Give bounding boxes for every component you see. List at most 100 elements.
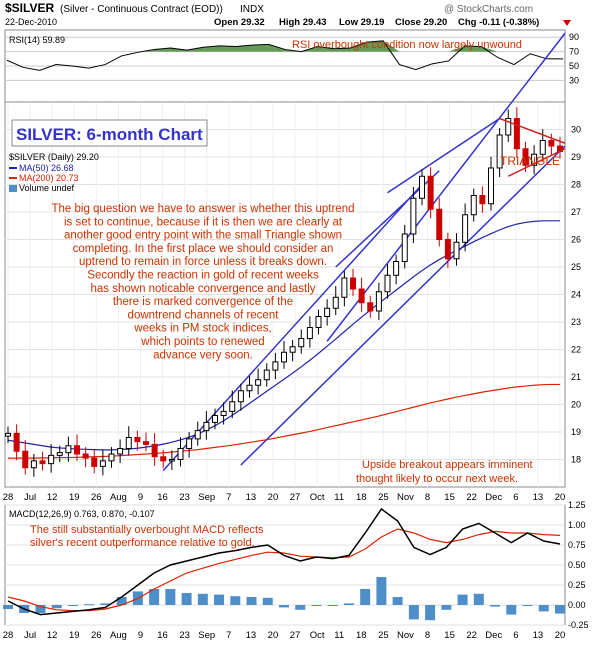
price-x-tick-label: 7 (226, 492, 231, 503)
price-tick-label: 18 (571, 455, 581, 465)
candle-body (436, 208, 443, 240)
macd-histogram-bar (262, 597, 273, 605)
main-annotation-line: is set to continue, because if it is the… (64, 216, 343, 228)
main-annotation-line: which points to renewed (140, 336, 264, 348)
price-x-tick-label: 19 (69, 492, 80, 503)
low-value: Low 29.19 (339, 17, 384, 28)
symbol-description: (Silver - Continuous Contract (EOD)) (60, 4, 223, 15)
macd-histogram-bar (246, 597, 257, 605)
date-label: 22-Dec-2010 (5, 17, 57, 27)
candle-body (410, 197, 417, 235)
macd-tick-label: 0.00 (568, 600, 586, 610)
candle-body (39, 460, 46, 465)
candle-body (117, 448, 124, 455)
price-x-tick-label: 20 (555, 492, 566, 503)
rsi-tick-label: 50 (569, 61, 579, 71)
macd-histogram-bar (457, 594, 468, 605)
candle-body (5, 432, 11, 437)
change-value: Chg -0.11 (-0.38%) (458, 17, 539, 28)
macd-x-tick-label: 23 (179, 630, 190, 641)
candle-body (125, 437, 132, 449)
symbol-title: $SILVER (5, 1, 54, 15)
macd-histogram-bar (408, 605, 419, 620)
candle-body (324, 307, 331, 317)
candle-body (375, 291, 382, 312)
candle-body (539, 140, 546, 155)
candle-body (48, 454, 55, 465)
main-annotation-line: uptrend to remain in force unless it bre… (79, 256, 327, 268)
rsi-line (6, 40, 564, 71)
candle-body (177, 448, 184, 460)
price-tick-label: 24 (571, 290, 581, 300)
price-x-tick-label: 9 (138, 492, 143, 503)
macd-x-tick-label: 12 (47, 630, 58, 641)
macd-tick-label: 1.25 (568, 500, 586, 510)
main-annotation-line: completing. In the first place we should… (73, 243, 334, 255)
candle-body (548, 140, 555, 147)
candle-body (246, 384, 253, 392)
price-x-tick-label: Sep (198, 492, 215, 503)
candle-body (91, 457, 98, 467)
macd-x-tick-label: Aug (110, 630, 127, 641)
ma200-line (8, 383, 560, 459)
breakout-note-line-2: thought likely to occur next week. (356, 473, 518, 485)
candle-body (350, 277, 356, 290)
main-annotation-line: weeks in PM stock indices, (133, 323, 271, 335)
macd-histogram-bar (51, 605, 62, 609)
candle-body (186, 438, 193, 449)
main-annotation-line: advance very soon. (153, 349, 253, 361)
upper-channel-line (326, 32, 566, 342)
candle-body (419, 175, 425, 199)
macd-tick-label: 1.00 (568, 520, 586, 530)
price-x-tick-label: 26 (91, 492, 102, 503)
macd-x-tick-label: Dec (485, 630, 502, 641)
macd-x-tick-label: 27 (290, 630, 301, 641)
price-tick-label: 19 (571, 427, 581, 437)
macd-x-tick-label: 22 (466, 630, 477, 641)
price-x-tick-label: 6 (513, 492, 518, 503)
macd-histogram-bar (165, 589, 176, 605)
rsi-layer: 30 50 70 90 (5, 32, 579, 85)
candle-body (212, 415, 218, 423)
macd-histogram-bar (555, 605, 565, 614)
macd-tick-label: 0.25 (568, 580, 586, 590)
price-tick-label: 25 (571, 262, 581, 272)
macd-x-tick-label: 7 (226, 630, 231, 641)
macd-histogram-bar (311, 605, 322, 606)
candle-body (505, 118, 512, 136)
macd-histogram-bar (35, 605, 46, 613)
ma200-legend-label: MA(200) 20.73 (19, 173, 79, 183)
main-annotation-line: has shown noticable convergence and last… (90, 283, 315, 295)
macd-x-tick-label: Nov (397, 630, 414, 641)
candle-body (315, 316, 322, 328)
candle-body (13, 432, 20, 452)
candle-body (151, 443, 158, 458)
candle-body (255, 379, 262, 386)
price-tick-label: 27 (571, 207, 581, 217)
candle-body (462, 214, 469, 243)
macd-histogram-bar (295, 605, 306, 610)
candle-body (281, 351, 287, 363)
candle-body (30, 460, 37, 469)
candle-body (263, 369, 270, 381)
rsi-tick-label: 90 (569, 32, 579, 42)
macd-x-tick-label: 16 (157, 630, 168, 641)
macd-histogram-bar (473, 593, 484, 605)
candle-body (289, 346, 296, 353)
price-x-tick-label: 27 (290, 492, 301, 503)
price-x-tick-label: Dec (485, 492, 502, 503)
triangle-lower-line (507, 148, 566, 177)
candle-body (194, 430, 201, 440)
ma50-legend-label: MA(50) 26.68 (19, 163, 74, 173)
candle-body (160, 456, 167, 462)
candle-body (427, 175, 434, 210)
macd-note-line-1: The still substantially overbought MACD … (30, 524, 264, 536)
macd-tick-label: 0.75 (568, 540, 586, 550)
price-x-tick-label: Jul (24, 492, 36, 503)
price-x-tick-label: Nov (397, 492, 414, 503)
price-x-tick-label: 20 (268, 492, 279, 503)
candle-body (56, 452, 63, 456)
price-tick-label: 26 (571, 235, 581, 245)
price-x-tick-label: 23 (179, 492, 190, 503)
macd-note-line-2: silver's recent outperformance relative … (30, 537, 255, 549)
